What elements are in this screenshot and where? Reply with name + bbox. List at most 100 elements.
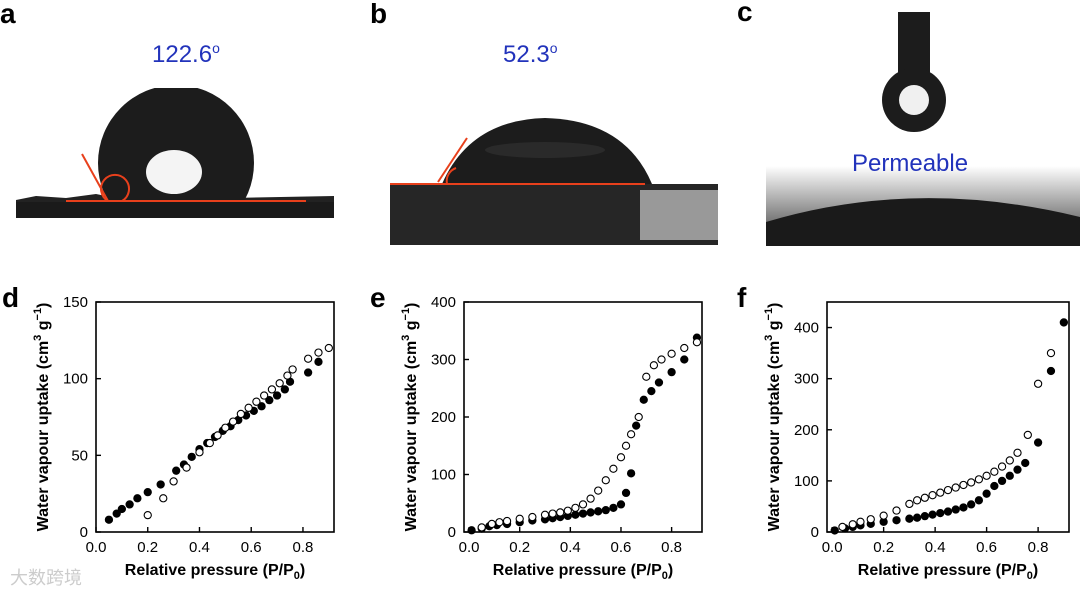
panel-letter-e: e [370,282,386,313]
degree-symbol-b: o [549,40,558,56]
adsorption-point [990,481,999,491]
contact-angle-value-a: 122.6 [152,41,213,68]
desorption-point [838,522,847,532]
plot-frame [95,301,335,533]
y-tick-label: 0 [448,524,456,541]
desorption-point [943,485,953,495]
x-axis-label: Relative pressure (P/P0) [125,562,305,582]
adsorption-point [654,378,664,387]
adsorption-point [920,512,929,521]
adsorption-point [578,509,588,518]
desorption-point [680,343,689,353]
adsorption-point [156,480,165,489]
desorption-point [563,506,572,515]
adsorption-point [1005,471,1014,480]
adsorption-point [632,421,641,430]
adsorption-point [936,508,945,518]
desorption-point [195,448,204,457]
desorption-point [528,512,537,522]
adsorption-point [905,514,914,523]
watermark: 大数跨境 [10,568,82,588]
desorption-point [548,509,557,518]
adsorption-point [143,487,152,497]
desorption-point [586,494,595,503]
desorption-point [616,453,626,462]
desorption-point [594,486,603,495]
adsorption-point [639,395,648,404]
desorption-point [477,523,486,532]
panel-letter-b: b [370,0,388,29]
desorption-point [236,409,246,419]
desorption-point [928,491,937,500]
desorption-point [982,471,991,480]
adsorption-point [892,516,901,525]
adsorption-point [1059,318,1069,327]
adsorption-point [1033,438,1043,447]
adsorption-point [133,494,142,503]
desorption-point [892,506,901,515]
chart-f: 0.0 0.2 0.4 0.6 0.8 0 100 200 300 400 Relative pre… [763,301,1070,582]
chart-e: 0.0 0.2 0.4 0.6 0.8 0 100 200 300 400 Relative pre… [400,294,703,582]
x-tick-label: 0.6 [241,539,262,556]
desorption-point [213,431,222,440]
adsorption-point [571,510,580,519]
adsorption-point [928,510,937,519]
adsorption-point [609,503,618,512]
chart-d: 0.0 0.2 0.4 0.6 0.8 0 50 100 150 Relative pressur… [32,294,335,582]
adsorption-point [112,509,121,518]
adsorption-point [626,469,636,478]
droplet-photo-b [390,110,718,245]
desorption-point [634,412,643,422]
x-axis-label: Relative pressure (P/P0) [493,562,673,582]
x-tick-label: 0.6 [611,539,632,556]
y-tick-label: 100 [63,371,88,388]
x-tick-label: 0.2 [137,539,158,556]
desorption-point [252,397,261,406]
desorption-point [228,417,238,426]
contact-angle-label-b: 52.3o [503,40,558,69]
desorption-point [182,463,191,472]
y-tick-label: 100 [431,467,456,484]
x-axis-label: Relative pressure (P/P0) [858,562,1038,582]
desorption-point [169,477,178,486]
x-tick-label: 0.2 [873,539,894,556]
adsorption-point [616,500,626,509]
desorption-point [288,365,297,374]
desorption-point [951,483,960,492]
degree-symbol-a: o [212,40,220,56]
desorption-point [324,343,333,353]
desorption-point [649,361,659,370]
desorption-point [990,467,999,476]
desorption-point [1023,430,1032,440]
x-tick-label: 0.8 [661,539,682,556]
adsorption-point [951,505,960,514]
y-axis-label: Water vapour uptake (cm3 g−1) [32,303,52,532]
adsorption-point [967,500,976,509]
desorption-point [303,354,313,363]
adsorption-point [912,513,922,522]
adsorption-point [621,488,631,498]
adsorption-point [280,385,289,394]
desorption-point [1005,456,1014,465]
desorption-point [626,430,636,439]
panel-letter-a: a [0,0,16,29]
y-tick-label: 150 [63,294,88,311]
desorption-point [601,476,610,485]
desorption-point [1013,448,1022,457]
permeable-label: Permeable [852,150,969,177]
desorption-point [692,338,702,347]
permeable-photo-c [766,12,1080,246]
desorption-point [571,503,580,512]
desorption-point [143,510,152,520]
desorption-point [997,462,1007,471]
desorption-point [314,348,323,357]
y-tick-label: 400 [794,320,819,337]
droplet-photo-a [16,88,334,218]
desorption-point [556,508,565,517]
x-tick-label: 0.2 [509,539,530,556]
adsorption-point [601,505,610,515]
desorption-point [609,464,618,473]
x-tick-label: 0.0 [822,539,843,556]
adsorption-point [314,357,323,366]
y-tick-label: 200 [431,409,456,426]
